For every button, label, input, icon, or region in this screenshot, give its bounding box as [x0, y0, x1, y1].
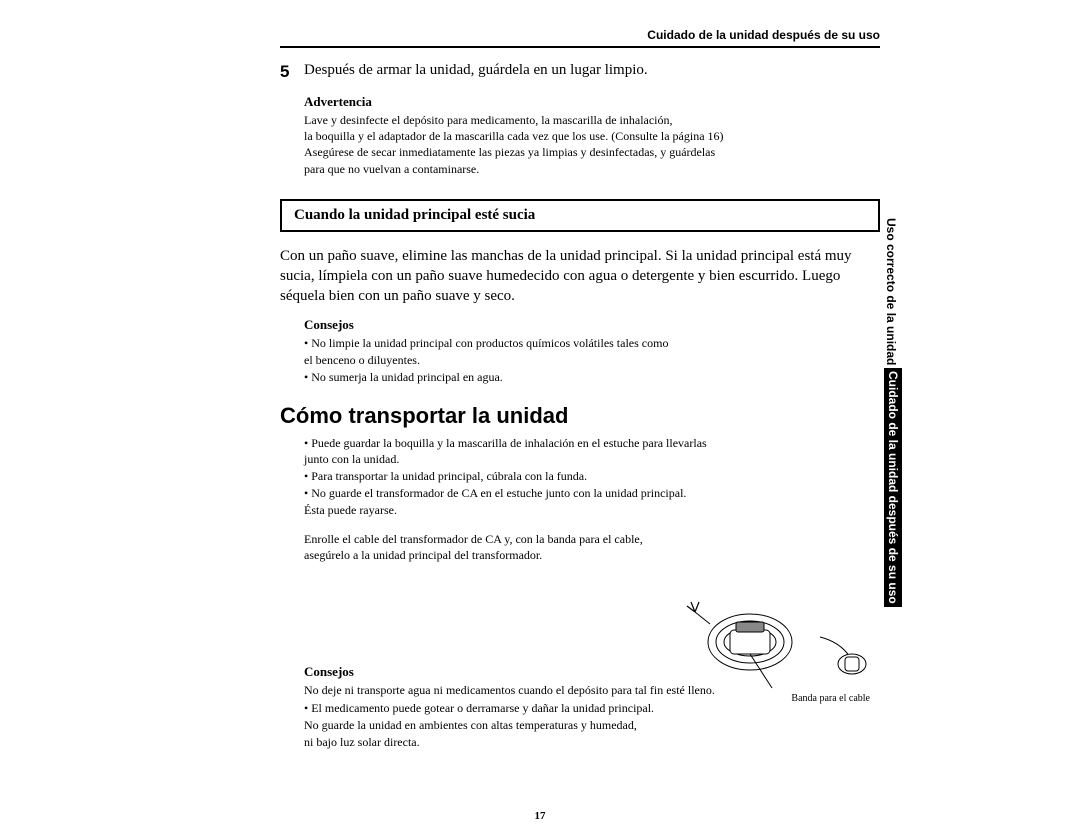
consejos-block-1: Consejos • No limpie la unidad principal…: [304, 317, 880, 387]
wrap-line1: Enrolle el cable del transformador de CA…: [304, 532, 643, 546]
consejos2-line3: No guarde la unidad en ambientes con alt…: [304, 718, 637, 732]
bullets1-line4: • No guarde el transformador de CA en el…: [304, 486, 686, 500]
bullets1-line1: • Puede guardar la boquilla y la mascari…: [304, 436, 707, 450]
consejos1-line1: • No limpie la unidad principal con prod…: [304, 336, 668, 350]
body-paragraph-1: Con un paño suave, elimine las manchas d…: [280, 246, 880, 307]
document-page: Cuidado de la unidad después de su uso 5…: [0, 0, 1080, 780]
step-5-row: 5 Después de armar la unidad, guárdela e…: [280, 62, 880, 82]
header-divider: [280, 46, 880, 48]
side-tab-text-2: Cuidado de la unidad después de su uso: [884, 368, 902, 607]
heading-transport: Cómo transportar la unidad: [280, 403, 880, 429]
wrap-text: Enrolle el cable del transformador de CA…: [304, 531, 880, 565]
illustration-caption: Banda para el cable: [791, 693, 870, 704]
consejos-text-1: • No limpie la unidad principal con prod…: [304, 335, 880, 387]
advertencia-line4: para que no vuelvan a contaminarse.: [304, 162, 479, 176]
bullets1-line2: junto con la unidad.: [304, 452, 399, 466]
consejos2-line4: ni bajo luz solar directa.: [304, 735, 420, 749]
consejos1-line3: • No sumerja la unidad principal en agua…: [304, 370, 503, 384]
side-tab-text-1: Uso correcto de la unidad: [884, 218, 898, 365]
cable-band-illustration: [680, 592, 870, 692]
wrap-line2: asegúrelo a la unidad principal del tran…: [304, 548, 542, 562]
consejos-title-1: Consejos: [304, 317, 880, 333]
section-bar-title: Cuando la unidad principal esté sucia: [294, 207, 866, 224]
section-bar: Cuando la unidad principal esté sucia: [280, 199, 880, 232]
transport-bullets: • Puede guardar la boquilla y la mascari…: [304, 435, 880, 519]
side-tab: Uso correcto de la unidad Cuidado de la …: [884, 218, 904, 718]
advertencia-text: Lave y desinfecte el depósito para medic…: [304, 112, 880, 177]
step-text: Después de armar la unidad, guárdela en …: [304, 62, 648, 79]
advertencia-line3: Asegúrese de secar inmediatamente las pi…: [304, 145, 715, 159]
consejos1-line2: el benceno o diluyentes.: [304, 353, 420, 367]
header-section-title: Cuidado de la unidad después de su uso: [280, 28, 880, 42]
advertencia-block: Advertencia Lave y desinfecte el depósit…: [304, 94, 880, 177]
page-number: 17: [0, 810, 1080, 822]
bullets1-line5: Ésta puede rayarse.: [304, 503, 397, 517]
advertencia-line1: Lave y desinfecte el depósito para medic…: [304, 113, 673, 127]
step-number: 5: [280, 62, 304, 82]
advertencia-title: Advertencia: [304, 94, 880, 110]
advertencia-line2: la boquilla y el adaptador de la mascari…: [304, 129, 724, 143]
consejos2-line2: • El medicamento puede gotear o derramar…: [304, 701, 654, 715]
bullets1-line3: • Para transportar la unidad principal, …: [304, 469, 587, 483]
consejos2-line1: No deje ni transporte agua ni medicament…: [304, 683, 715, 697]
